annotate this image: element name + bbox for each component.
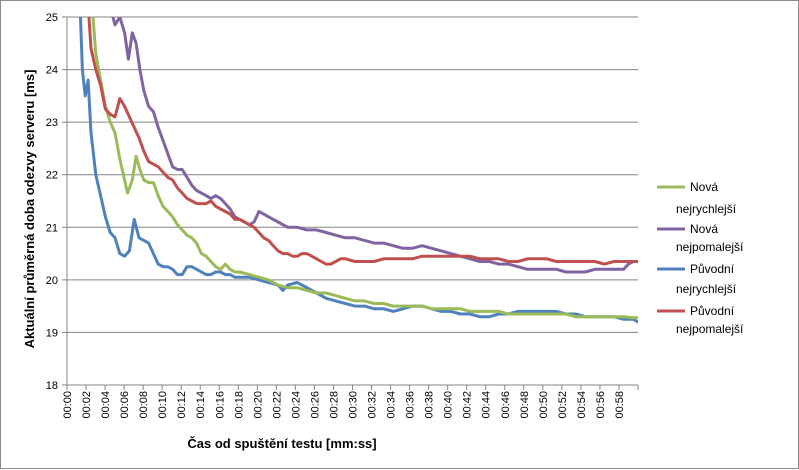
x-tick-label: 00:58 — [614, 391, 626, 419]
x-tick-label: 00:06 — [119, 391, 131, 419]
x-tick-label: 00:24 — [290, 391, 302, 419]
x-tick-label: 00:42 — [462, 391, 474, 419]
x-tick-label: 00:52 — [557, 391, 569, 419]
y-tick-label: 19 — [46, 327, 58, 339]
x-tick-label: 00:40 — [443, 391, 455, 419]
legend-label: nejpomalejší — [676, 240, 744, 254]
x-tick-label: 00:30 — [348, 391, 360, 419]
series-line-3 — [87, 17, 638, 266]
x-tick-label: 00:14 — [195, 391, 207, 419]
y-axis-ticks: 18 19 20 21 22 23 24 25 — [46, 12, 67, 392]
y-axis-title: Aktuální průměrná doba odezvy serveru [m… — [22, 70, 37, 349]
legend-label: Původní — [690, 304, 735, 318]
x-tick-label: 00:28 — [328, 391, 340, 419]
y-tick-label: 22 — [46, 170, 58, 182]
x-tick-label: 00:32 — [367, 391, 379, 419]
x-axis-title: Čas od spuštění testu [mm:ss] — [187, 436, 376, 451]
series-line-2 — [78, 17, 638, 324]
x-tick-label: 00:48 — [519, 391, 531, 419]
legend-label: Původní — [690, 262, 735, 276]
x-tick-label: 00:22 — [271, 391, 283, 419]
x-tick-label: 00:08 — [138, 391, 150, 419]
legend-label: nejpomalejší — [676, 322, 744, 336]
x-tick-label: 00:16 — [214, 391, 226, 419]
x-tick-label: 00:12 — [176, 391, 188, 419]
x-tick-label: 00:46 — [500, 391, 512, 419]
x-tick-label: 00:50 — [538, 391, 550, 419]
x-tick-label: 00:44 — [481, 391, 493, 419]
legend-label: nejrychlejší — [676, 282, 737, 296]
y-tick-label: 24 — [46, 65, 58, 77]
legend: Nová nejrychlejší Nová nejpomalejší Původní n… — [657, 180, 744, 336]
legend-label: nejrychlejší — [676, 202, 737, 216]
y-tick-label: 23 — [46, 117, 58, 129]
series-line-1 — [111, 17, 638, 274]
y-tick-label: 18 — [46, 380, 58, 392]
grid — [67, 16, 638, 333]
x-tick-label: 00:02 — [81, 391, 93, 419]
x-tick-label: 00:34 — [386, 391, 398, 419]
y-tick-label: 25 — [46, 12, 58, 24]
y-tick-label: 21 — [46, 222, 58, 234]
x-tick-label: 00:00 — [62, 391, 74, 419]
x-tick-label: 00:54 — [576, 391, 588, 419]
legend-label: Nová — [690, 180, 718, 194]
x-tick-label: 00:18 — [233, 391, 245, 419]
x-tick-label: 00:26 — [309, 391, 321, 419]
series-line-0 — [91, 17, 638, 320]
x-tick-label: 00:20 — [252, 391, 264, 419]
y-tick-label: 20 — [46, 275, 58, 287]
series-lines — [78, 17, 638, 324]
x-tick-label: 00:10 — [157, 391, 169, 419]
x-tick-label: 00:36 — [405, 391, 417, 419]
x-axis-ticks: 00:00 00:02 00:04 00:06 00:08 00:10 00:12 00:14… — [62, 385, 639, 419]
x-tick-label: 00:04 — [100, 391, 112, 419]
legend-label: Nová — [690, 222, 718, 236]
x-tick-label: 00:56 — [595, 391, 607, 419]
x-tick-label: 00:38 — [424, 391, 436, 419]
